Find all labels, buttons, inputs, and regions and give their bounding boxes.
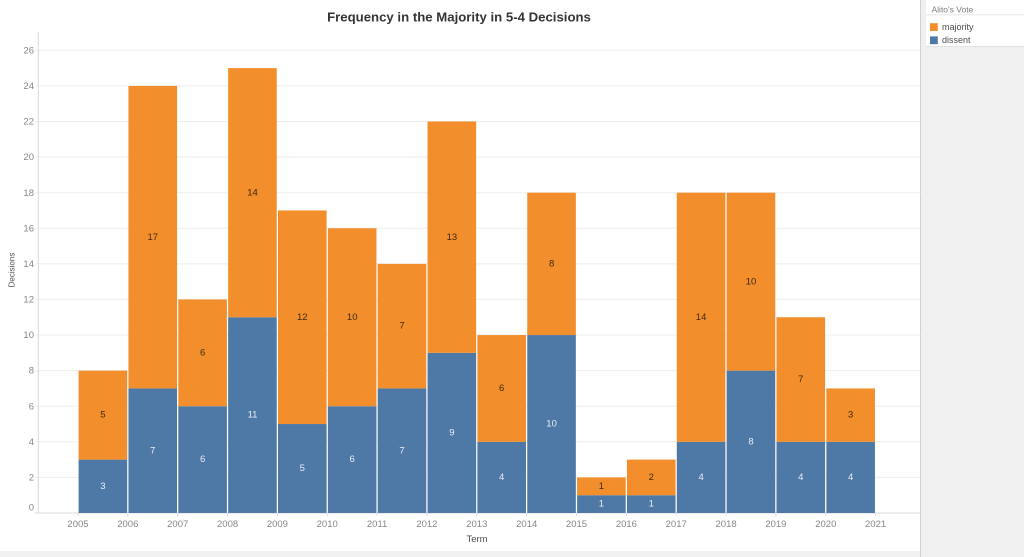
svg-text:2013: 2013 bbox=[466, 519, 487, 530]
svg-text:9: 9 bbox=[449, 428, 454, 439]
svg-text:4: 4 bbox=[29, 437, 34, 448]
svg-text:10: 10 bbox=[746, 276, 757, 287]
svg-text:1: 1 bbox=[649, 499, 654, 510]
svg-text:6: 6 bbox=[200, 454, 205, 465]
svg-text:2011: 2011 bbox=[367, 519, 387, 530]
svg-text:4: 4 bbox=[698, 472, 703, 483]
svg-text:2015: 2015 bbox=[566, 519, 587, 530]
svg-text:4: 4 bbox=[798, 472, 803, 483]
svg-text:1: 1 bbox=[599, 499, 604, 510]
svg-text:2006: 2006 bbox=[117, 519, 138, 530]
svg-text:2020: 2020 bbox=[815, 519, 836, 530]
svg-text:24: 24 bbox=[23, 81, 34, 92]
svg-text:4: 4 bbox=[499, 472, 504, 483]
svg-text:26: 26 bbox=[23, 45, 34, 56]
svg-text:dissent: dissent bbox=[942, 35, 971, 45]
svg-text:3: 3 bbox=[848, 410, 853, 421]
svg-text:8: 8 bbox=[549, 259, 554, 270]
svg-text:22: 22 bbox=[23, 117, 34, 128]
svg-text:0: 0 bbox=[29, 502, 34, 513]
svg-text:2021: 2021 bbox=[865, 519, 886, 530]
svg-text:2005: 2005 bbox=[67, 519, 88, 530]
svg-text:8: 8 bbox=[29, 366, 34, 377]
svg-text:1: 1 bbox=[599, 481, 604, 492]
svg-text:12: 12 bbox=[297, 312, 308, 323]
svg-text:12: 12 bbox=[23, 295, 34, 306]
svg-text:20: 20 bbox=[23, 152, 34, 163]
svg-text:14: 14 bbox=[247, 187, 258, 198]
svg-text:2018: 2018 bbox=[716, 519, 737, 530]
svg-text:2: 2 bbox=[649, 472, 654, 483]
svg-text:3: 3 bbox=[100, 481, 105, 492]
svg-text:Frequency in the Majority in 5: Frequency in the Majority in 5-4 Decisio… bbox=[327, 10, 591, 25]
svg-text:2009: 2009 bbox=[267, 519, 288, 530]
svg-text:2012: 2012 bbox=[416, 519, 437, 530]
svg-text:2016: 2016 bbox=[616, 519, 637, 530]
svg-text:7: 7 bbox=[150, 445, 155, 456]
svg-text:4: 4 bbox=[848, 472, 853, 483]
svg-text:6: 6 bbox=[200, 347, 205, 358]
svg-text:Term: Term bbox=[466, 534, 487, 545]
svg-text:Alito's Vote: Alito's Vote bbox=[932, 5, 974, 15]
svg-text:Decisions: Decisions bbox=[8, 253, 17, 288]
svg-text:6: 6 bbox=[29, 401, 34, 412]
svg-text:5: 5 bbox=[300, 463, 305, 474]
svg-text:11: 11 bbox=[248, 410, 258, 421]
svg-text:7: 7 bbox=[399, 321, 404, 332]
svg-text:14: 14 bbox=[696, 312, 707, 323]
svg-text:2010: 2010 bbox=[317, 519, 338, 530]
svg-text:6: 6 bbox=[350, 454, 355, 465]
svg-text:10: 10 bbox=[23, 330, 34, 341]
svg-text:10: 10 bbox=[347, 312, 358, 323]
svg-text:2017: 2017 bbox=[666, 519, 687, 530]
svg-text:13: 13 bbox=[447, 232, 458, 243]
svg-text:16: 16 bbox=[23, 223, 34, 234]
svg-text:2019: 2019 bbox=[765, 519, 786, 530]
svg-text:14: 14 bbox=[23, 259, 34, 270]
svg-text:2007: 2007 bbox=[167, 519, 188, 530]
svg-text:5: 5 bbox=[100, 410, 105, 421]
svg-text:8: 8 bbox=[748, 436, 753, 447]
svg-text:2: 2 bbox=[29, 473, 34, 484]
svg-text:10: 10 bbox=[546, 419, 557, 430]
svg-text:18: 18 bbox=[23, 188, 34, 199]
svg-text:2014: 2014 bbox=[516, 519, 537, 530]
svg-text:majority: majority bbox=[942, 22, 974, 32]
svg-text:6: 6 bbox=[499, 383, 504, 394]
svg-text:7: 7 bbox=[399, 445, 404, 456]
svg-text:17: 17 bbox=[148, 232, 159, 243]
svg-text:2008: 2008 bbox=[217, 519, 238, 530]
svg-text:7: 7 bbox=[798, 374, 803, 385]
